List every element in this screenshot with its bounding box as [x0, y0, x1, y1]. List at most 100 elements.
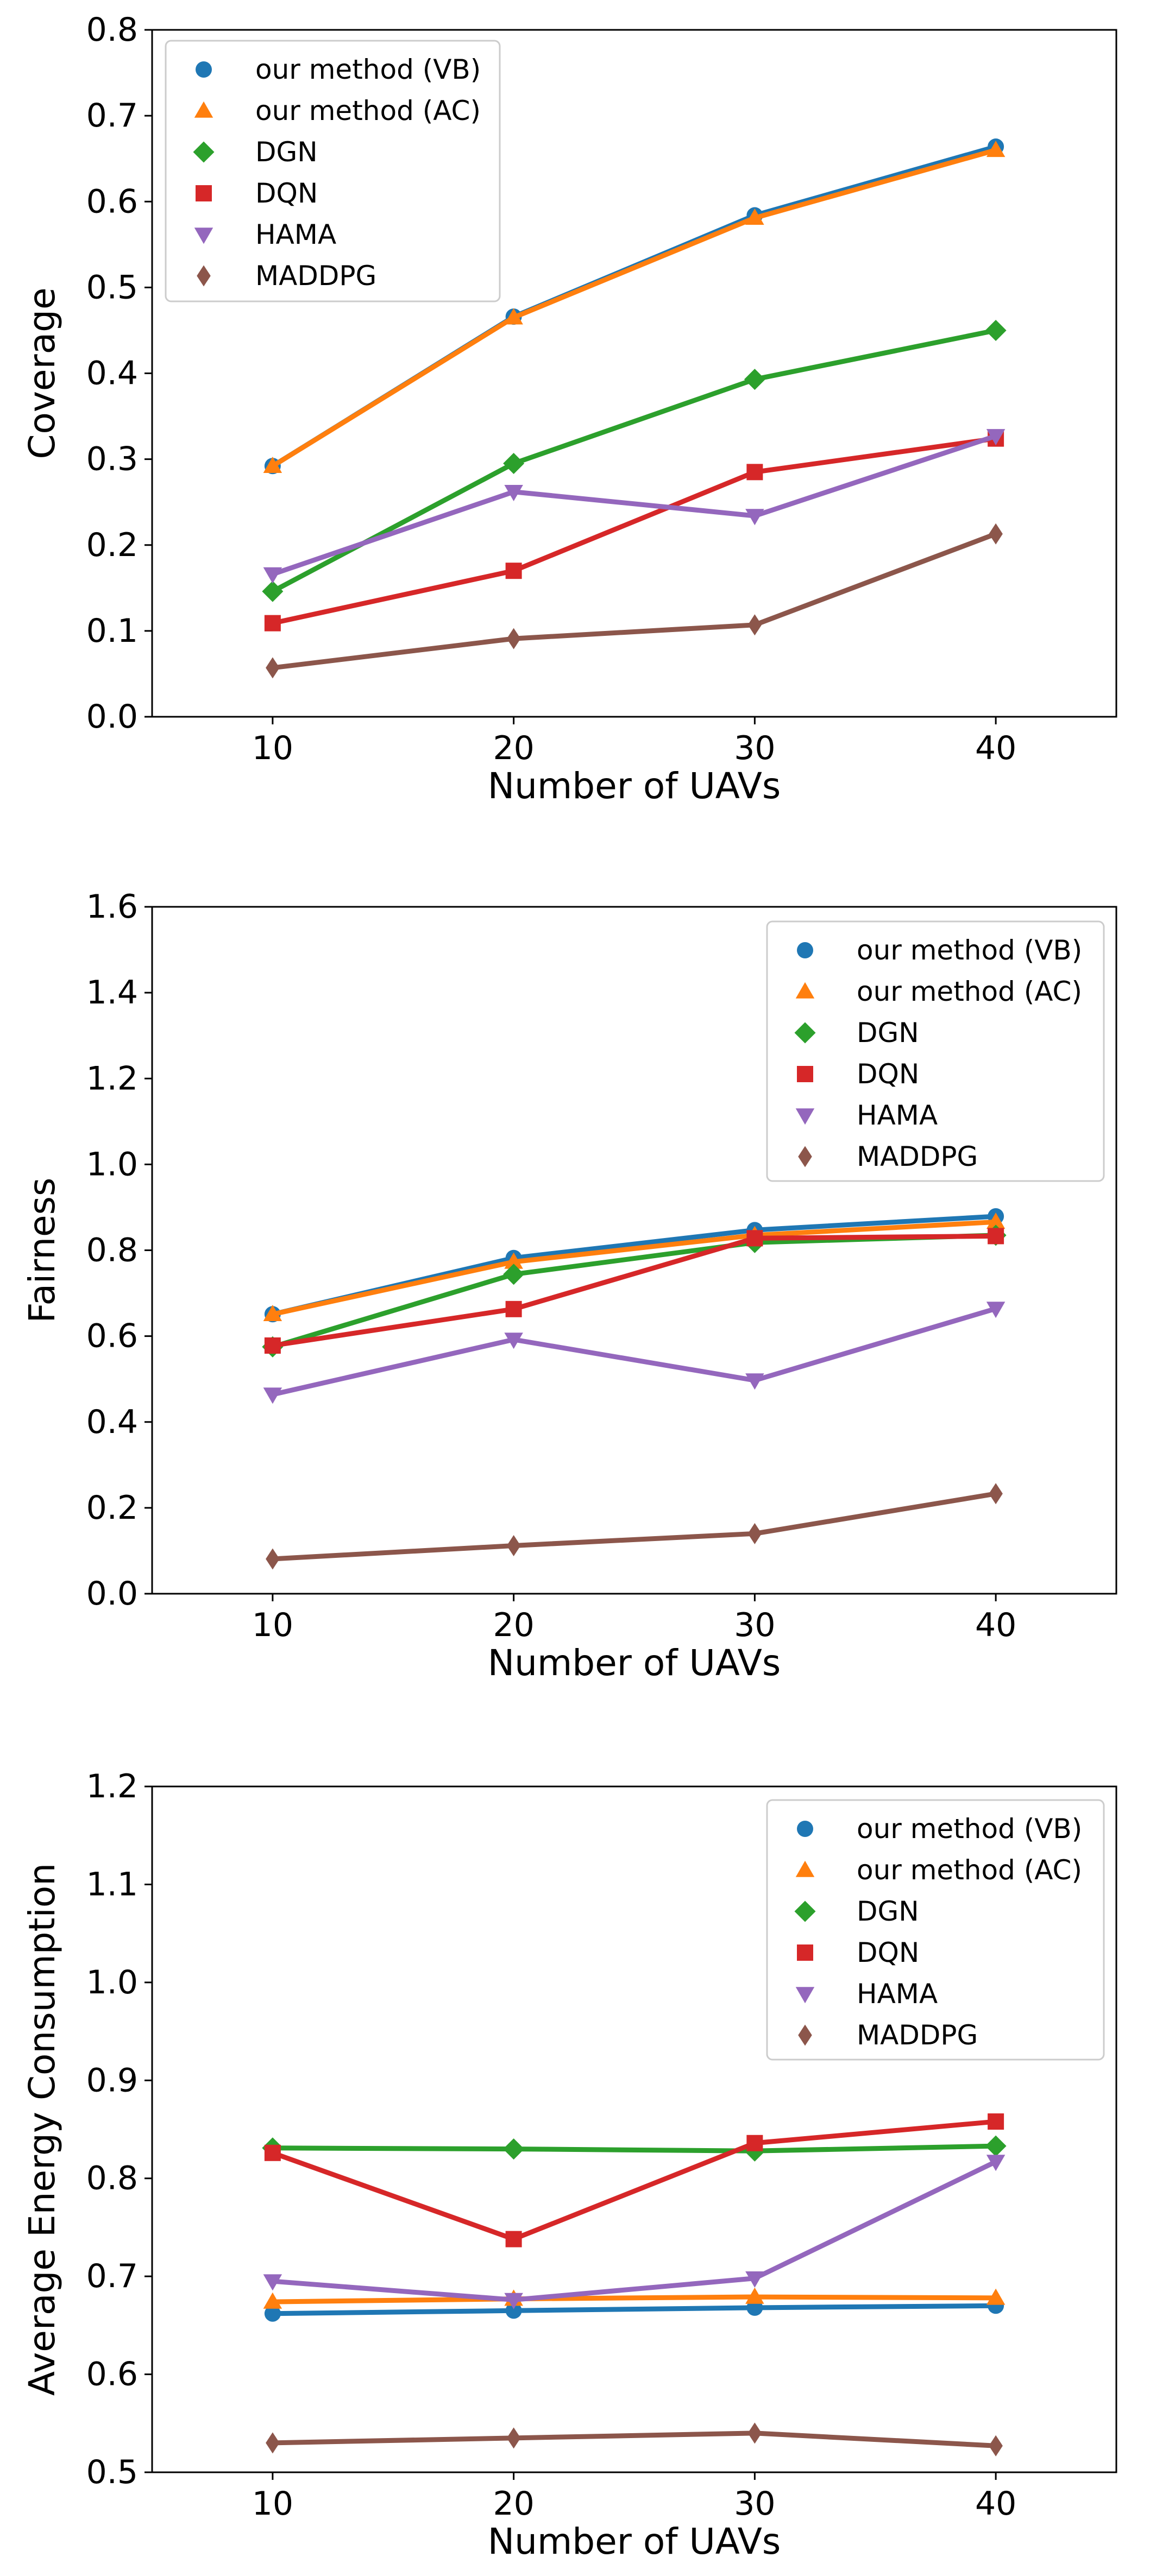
legend-marker	[196, 61, 212, 78]
legend-marker	[794, 1901, 816, 1922]
data-point	[745, 2287, 764, 2304]
legend-label: our method (VB)	[857, 1813, 1082, 1845]
y-tick-label: 1.4	[86, 974, 138, 1012]
y-axis-title: Coverage	[21, 287, 63, 459]
legend-label: HAMA	[255, 219, 336, 250]
y-tick-label: 0.9	[86, 2061, 138, 2099]
y-tick-label: 0.1	[86, 612, 138, 650]
data-point	[989, 523, 1003, 545]
data-point	[503, 1264, 525, 1285]
legend: our method (VB) our method (AC) DGN DQN HAMA…	[165, 40, 501, 302]
legend: our method (VB) our method (AC) DGN DQN HAMA…	[766, 1799, 1105, 2061]
legend-marker	[193, 141, 215, 163]
series-dqn	[264, 2113, 1004, 2247]
legend-label: DGN	[255, 136, 318, 168]
x-tick-label: 30	[734, 729, 775, 767]
data-point	[504, 484, 523, 501]
x-axis-title: Number of UAVs	[488, 2521, 781, 2562]
legend-marker	[797, 942, 813, 958]
data-point	[264, 2144, 281, 2161]
data-point	[745, 509, 764, 526]
legend-label: MADDPG	[857, 2019, 978, 2051]
y-tick-label: 1.2	[86, 1059, 138, 1097]
legend-label: DQN	[255, 178, 318, 209]
series-dqn	[264, 1228, 1004, 1354]
y-tick-label: 0.7	[86, 97, 138, 135]
data-point	[505, 1300, 522, 1317]
data-point	[988, 1228, 1004, 1245]
legend-marker	[795, 1108, 815, 1125]
data-point	[746, 2135, 763, 2151]
y-tick-label: 0.2	[86, 1489, 138, 1527]
data-point	[263, 567, 282, 584]
y-tick-label: 0.6	[86, 2356, 138, 2394]
series-line	[270, 2303, 998, 2316]
data-point	[266, 2432, 280, 2454]
legend-marker	[196, 185, 212, 201]
series-line	[270, 2430, 998, 2448]
legend-label: our method (VB)	[857, 935, 1082, 966]
legend-marker	[797, 1944, 813, 1961]
data-point	[746, 464, 763, 481]
legend-label: our method (AC)	[255, 95, 481, 127]
y-tick-label: 1.2	[86, 1767, 138, 1805]
data-point	[506, 1535, 521, 1556]
data-point	[744, 369, 765, 390]
data-point	[989, 1483, 1003, 1505]
data-point	[745, 1373, 764, 1390]
y-tick-label: 0.6	[86, 182, 138, 220]
series-line	[270, 436, 998, 626]
y-tick-label: 0.8	[86, 11, 138, 49]
data-point	[985, 319, 1007, 341]
y-tick-label: 1.0	[86, 1963, 138, 2002]
legend-marker	[197, 265, 211, 287]
data-point	[503, 453, 525, 475]
legend-label: DQN	[857, 1058, 919, 1090]
y-axis-title: Fairness	[21, 1178, 63, 1323]
series-dgn	[262, 319, 1007, 602]
y-tick-label: 0.2	[86, 526, 138, 564]
data-point	[505, 2302, 522, 2319]
x-tick-label: 20	[493, 2485, 534, 2523]
data-point	[263, 2292, 282, 2309]
series-maddpg	[266, 523, 1003, 679]
legend-box	[165, 40, 501, 302]
data-point	[264, 615, 281, 632]
y-tick-label: 0.0	[86, 1575, 138, 1613]
data-point	[986, 429, 1006, 446]
x-tick-label: 10	[252, 1606, 293, 1644]
legend-label: HAMA	[857, 1100, 938, 1131]
data-point	[986, 2155, 1006, 2171]
data-point	[504, 1333, 523, 1349]
x-tick-label: 30	[734, 2485, 775, 2523]
x-tick-label: 20	[493, 1606, 534, 1644]
x-tick-label: 10	[252, 729, 293, 767]
data-point	[503, 2138, 525, 2160]
data-point	[263, 457, 282, 473]
legend-marker	[795, 1987, 815, 2004]
y-tick-label: 1.0	[86, 1145, 138, 1183]
y-tick-label: 1.6	[86, 888, 138, 926]
data-point	[263, 1387, 282, 1404]
plot-frame	[151, 1785, 1117, 2473]
legend-marker	[194, 101, 213, 118]
data-point	[745, 209, 764, 225]
data-point	[989, 2435, 1003, 2457]
data-point	[746, 1230, 763, 1247]
x-tick-label: 40	[975, 1606, 1016, 1644]
data-point	[504, 2293, 523, 2309]
x-tick-label: 40	[975, 729, 1016, 767]
x-tick-label: 30	[734, 1606, 775, 1644]
x-tick-label: 10	[252, 2485, 293, 2523]
legend-label: HAMA	[857, 1978, 938, 2010]
coverage-chart: 0.0 0.1 0.2 0.3 0.4 0.5 0.6 0.7 0.8 10 20 30 40 Numbe…	[21, 11, 1117, 807]
plot-frame	[151, 906, 1117, 1595]
series-line	[270, 2119, 998, 2242]
legend-label: DGN	[857, 1017, 919, 1049]
legend-label: our method (AC)	[857, 1854, 1082, 1886]
series-dgn	[262, 2135, 1007, 2162]
y-tick-label: 0.0	[86, 698, 138, 736]
series-line	[270, 1233, 998, 1348]
data-point	[264, 2305, 281, 2322]
